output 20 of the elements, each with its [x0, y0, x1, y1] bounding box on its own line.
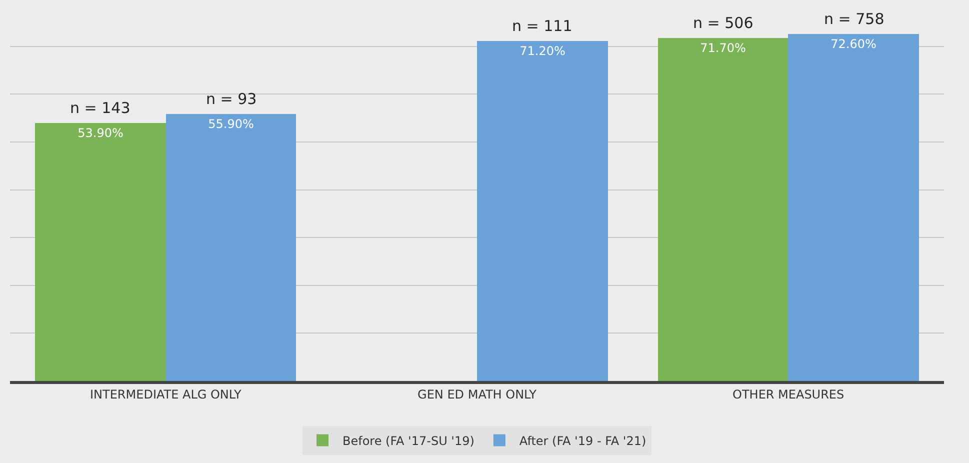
x-tick-label: GEN ED MATH ONLY [418, 387, 538, 402]
bar [477, 41, 608, 381]
data-label: 55.90% [208, 117, 254, 131]
annotation: n = 506 [693, 14, 754, 32]
annotation: n = 143 [70, 99, 130, 117]
legend-label: After (FA '19 - FA '21) [519, 434, 646, 448]
x-tick-label: INTERMEDIATE ALG ONLY [90, 387, 242, 402]
bar [166, 114, 296, 381]
annotation: n = 111 [512, 17, 572, 35]
data-label: 53.90% [78, 126, 124, 140]
bar [658, 38, 788, 381]
bar [35, 123, 166, 381]
legend-label: Before (FA '17-SU '19) [342, 434, 474, 448]
data-label: 71.70% [700, 41, 746, 55]
x-tick-label: OTHER MEASURES [732, 387, 844, 402]
annotation: n = 758 [824, 10, 884, 28]
bar [788, 34, 919, 381]
data-label: 72.60% [830, 37, 876, 51]
annotation: n = 93 [206, 90, 257, 108]
data-label: 71.20% [520, 44, 566, 58]
